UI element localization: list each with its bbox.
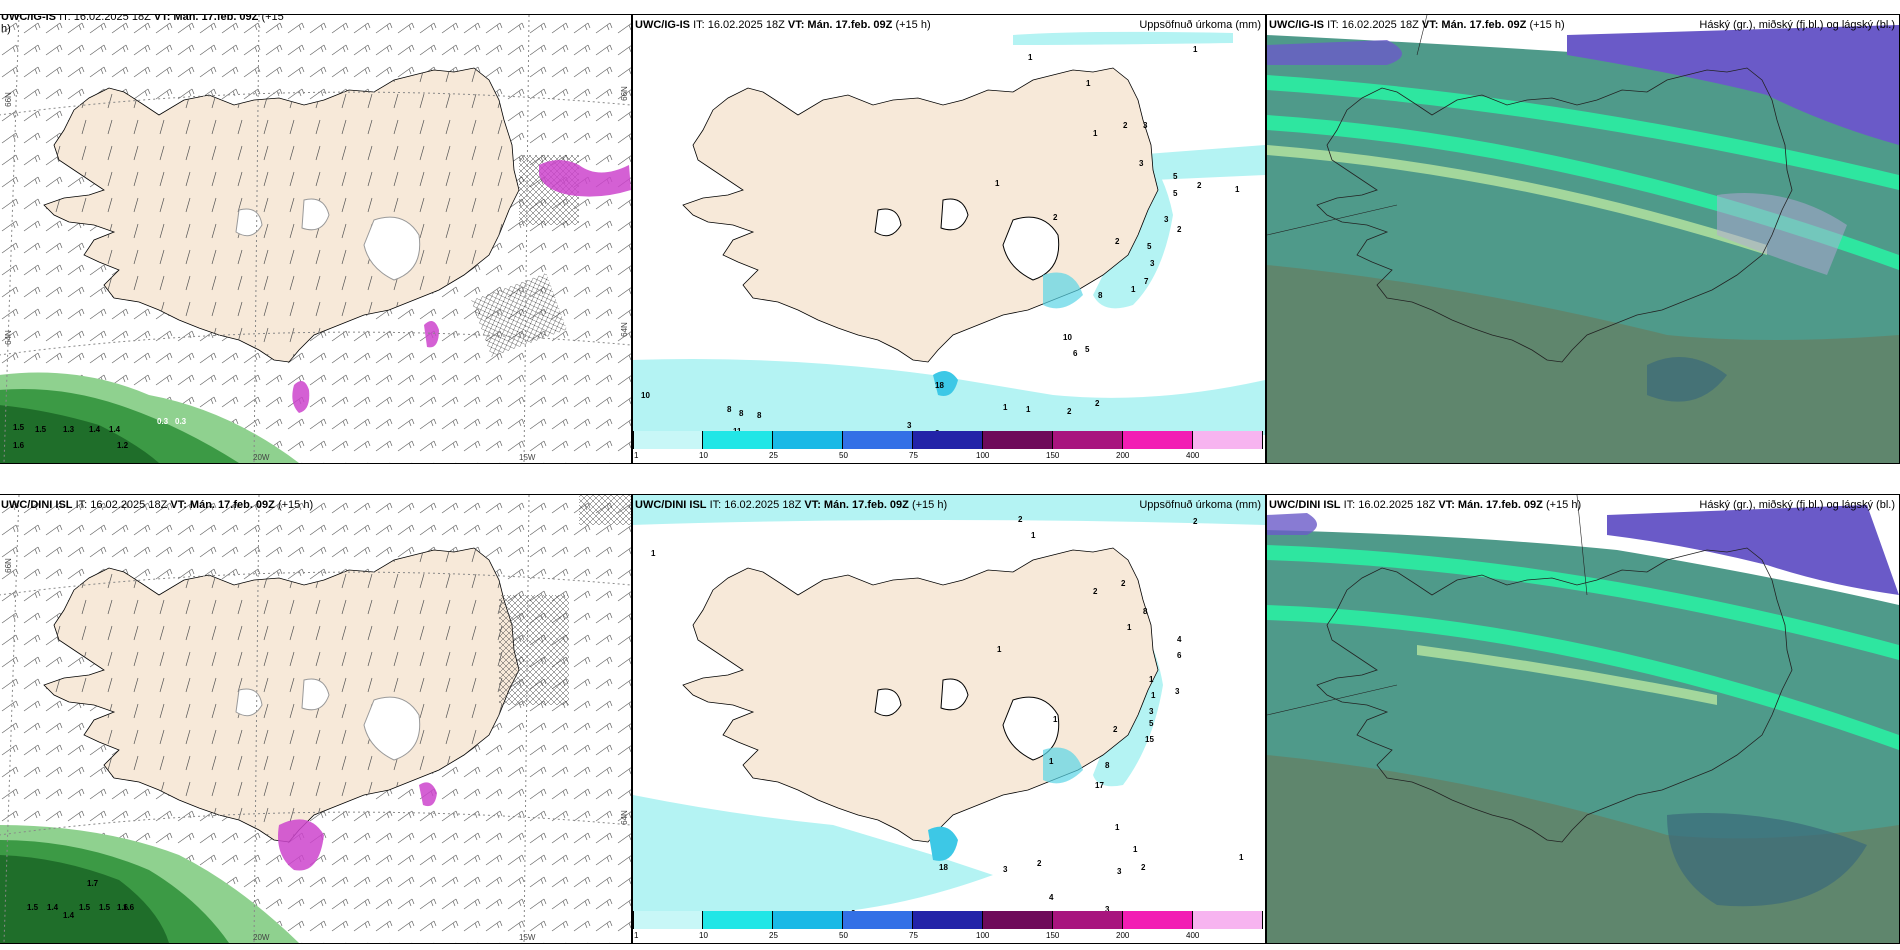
colorbar-segment (703, 431, 773, 449)
colorbar-segment (1053, 911, 1123, 929)
colorbar-segment (1123, 911, 1193, 929)
cloud-map-panel-row1: UWC/IG-IS IT: 16.02.2025 18Z VT: Mán. 17… (1266, 14, 1900, 464)
cloud-title-row1: UWC/IG-IS IT: 16.02.2025 18Z VT: Mán. 17… (1269, 19, 1565, 31)
colorbar-segment (633, 431, 703, 449)
colorbar-segment (773, 431, 843, 449)
wind-map-row2 (0, 495, 631, 943)
colorbar-segment (983, 431, 1053, 449)
wind-value: 1.2 (117, 441, 129, 450)
precip-legend-title-row1: Uppsöfnuð úrkoma (mm) (1139, 19, 1261, 31)
colorbar-segment (983, 911, 1053, 929)
ocean-field-dark (0, 855, 169, 943)
colorbar-segment (913, 911, 983, 929)
precip-cyan-area (633, 359, 1265, 435)
precip-cyan-area (633, 795, 993, 915)
precip-title-row2: UWC/DINI ISL IT: 16.02.2025 18Z VT: Mán.… (635, 499, 948, 511)
colorbar-segment (1053, 431, 1123, 449)
lat-label-64n: 64N (3, 330, 13, 345)
iceland-land (682, 67, 1159, 363)
precip-map-panel-row2: UWC/DINI ISL IT: 16.02.2025 18Z VT: Mán.… (632, 494, 1266, 944)
wind-value: 1.6 (117, 903, 129, 912)
wind-value: 1.4 (89, 425, 101, 434)
lon-label-20w: 20W (253, 453, 270, 462)
ocean-field-dark (0, 405, 159, 463)
wind-value: 1.4 (47, 903, 59, 912)
high-cloud-area (1567, 25, 1899, 145)
wind-value: 1.5 (35, 425, 47, 434)
wind-value: 1.4 (63, 911, 75, 920)
cloud-map-row2 (1267, 495, 1899, 943)
wind-value: 1.6 (123, 903, 135, 912)
magenta-precip-cell (278, 819, 324, 871)
iceland-land (682, 547, 1159, 843)
colorbar-segment (703, 911, 773, 929)
lat-label-66n: 66N (3, 92, 13, 107)
wind-value: 1.4 (109, 425, 121, 434)
cloud-map-row1 (1267, 15, 1899, 463)
wind-value: 0.3 (175, 417, 187, 426)
precip-legend-title-row2: Uppsöfnuð úrkoma (mm) (1139, 499, 1261, 511)
magenta-precip-cell (539, 160, 631, 197)
wind-map-panel-row1: UWC/IG-IS IT: 16.02.2025 18Z VT: Mán. 17… (0, 14, 632, 464)
colorbar-segment (773, 911, 843, 929)
wind-value: 1.7 (87, 879, 99, 888)
cloud-legend-title-row1: Háský (gr.), miðský (fj.bl.) og lágský (… (1699, 19, 1895, 31)
colorbar-segment (843, 431, 913, 449)
precip-map-row2 (633, 495, 1265, 915)
precip-title-row1: UWC/IG-IS IT: 16.02.2025 18Z VT: Mán. 17… (635, 19, 931, 31)
wind-map-row1 (0, 15, 631, 463)
wind-value: 1.3 (63, 425, 75, 434)
wind-value: 1.5 (13, 423, 25, 432)
colorbar-row2: 1 10 25 50 75 100 150 200 400 (633, 911, 1263, 943)
wind-map-panel-row2: UWC/DINI ISL IT: 16.02.2025 18Z VT: Mán.… (0, 494, 632, 944)
colorbar-segment (633, 911, 703, 929)
wind-value: 1.5 (27, 903, 39, 912)
wind-value: 1.6 (13, 441, 25, 450)
wind-title-row2: UWC/DINI ISL IT: 16.02.2025 18Z VT: Mán.… (1, 499, 314, 511)
cloud-band (1267, 75, 1899, 190)
precip-map-panel-row1: UWC/IG-IS IT: 16.02.2025 18Z VT: Mán. 17… (632, 14, 1266, 464)
cloud-band (1267, 545, 1899, 660)
wind-value: 1.5 (79, 903, 91, 912)
cloud-map-panel-row2: UWC/DINI ISL IT: 16.02.2025 18Z VT: Mán.… (1266, 494, 1900, 944)
wind-value: 1.5 (99, 903, 111, 912)
wind-value: 0.3 (157, 417, 169, 426)
colorbar-segment (1193, 431, 1263, 449)
colorbar-row1: 1 10 25 50 75 100 150 200 400 (633, 431, 1263, 463)
high-cloud-area (1607, 505, 1899, 595)
cloud-legend-title-row2: Háský (gr.), miðský (fj.bl.) og lágský (… (1699, 499, 1895, 511)
colorbar-segment (1123, 431, 1193, 449)
lon-label-15w: 15W (519, 453, 536, 462)
colorbar-segment (843, 911, 913, 929)
wind-title-row1: UWC/IG-IS IT: 16.02.2025 18Z VT: Mán. 17… (1, 14, 284, 35)
colorbar-segment (1193, 911, 1263, 929)
cloud-title-row2: UWC/DINI ISL IT: 16.02.2025 18Z VT: Mán.… (1269, 499, 1582, 511)
precip-map-row1 (633, 31, 1265, 435)
colorbar-segment (913, 431, 983, 449)
